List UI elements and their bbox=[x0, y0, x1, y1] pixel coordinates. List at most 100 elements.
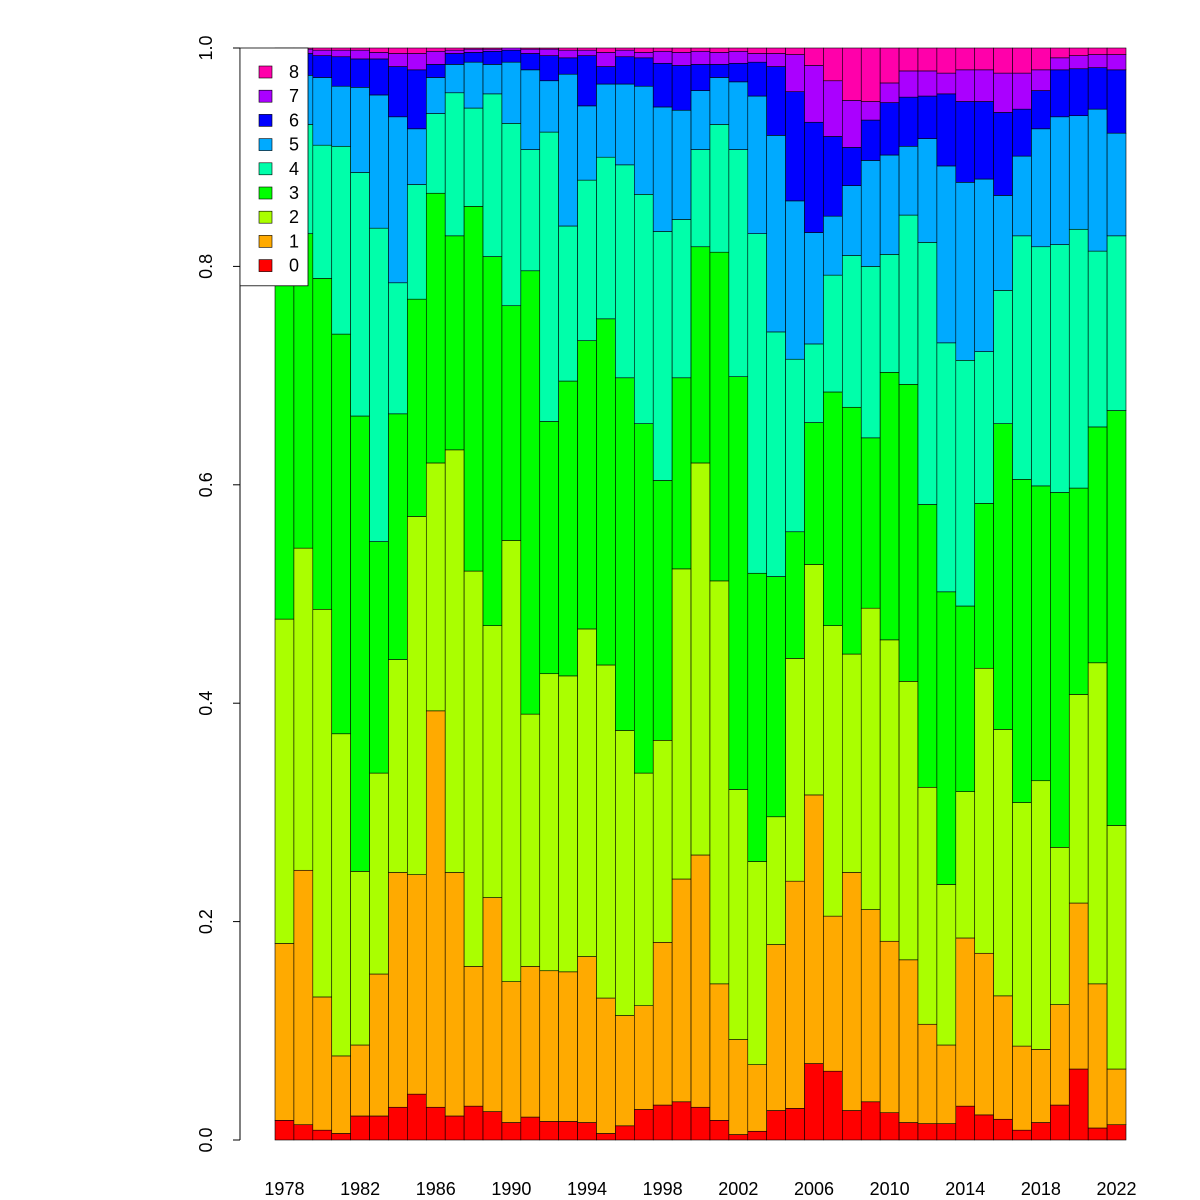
bar-segment bbox=[274, 943, 295, 1121]
bar-segment bbox=[804, 564, 824, 796]
bar-segment bbox=[539, 1121, 559, 1141]
bar-segment bbox=[331, 1133, 351, 1141]
bar-segment bbox=[463, 966, 484, 1107]
x-tick-label: 1998 bbox=[643, 1179, 683, 1199]
bar-segment bbox=[860, 101, 881, 121]
bar-segment bbox=[482, 93, 503, 257]
bar-segment bbox=[577, 105, 597, 181]
bar-segment bbox=[558, 73, 578, 227]
bar-segment bbox=[350, 1115, 370, 1141]
bar-segment bbox=[671, 47, 692, 53]
bar-segment bbox=[823, 80, 843, 137]
bar-segment bbox=[766, 66, 786, 136]
legend-label: 5 bbox=[289, 135, 299, 155]
bar-segment bbox=[936, 47, 957, 74]
bar-segment bbox=[823, 47, 843, 82]
legend-swatch bbox=[258, 89, 273, 103]
bar-segment bbox=[369, 52, 389, 60]
bar-segment bbox=[1012, 108, 1032, 157]
bar-segment bbox=[728, 50, 749, 64]
bar-segment bbox=[652, 50, 673, 64]
bar-segment bbox=[1087, 426, 1108, 664]
bar-segment bbox=[558, 380, 578, 677]
bar-segment bbox=[1050, 1004, 1070, 1106]
bar-segment bbox=[974, 47, 994, 71]
bar-segment bbox=[1068, 1068, 1089, 1141]
bar-segment bbox=[671, 1101, 692, 1141]
bar-segment bbox=[577, 179, 597, 341]
bar-segment bbox=[898, 1122, 919, 1141]
bar-segment bbox=[577, 340, 597, 630]
bar-segment bbox=[936, 72, 957, 95]
bar-segment bbox=[369, 1115, 389, 1141]
bar-segment bbox=[1012, 1045, 1032, 1131]
bar-segment bbox=[482, 256, 503, 626]
bar-segment bbox=[1087, 54, 1108, 68]
bar-segment bbox=[652, 480, 673, 741]
bar-segment bbox=[898, 681, 919, 961]
bar-segment bbox=[634, 194, 654, 424]
bar-segment bbox=[369, 973, 389, 1117]
bar-segment bbox=[709, 52, 730, 65]
bar-segment bbox=[936, 591, 957, 885]
bar-segment bbox=[634, 57, 654, 87]
bar-segment bbox=[596, 997, 616, 1134]
bar-segment bbox=[596, 156, 616, 320]
bar-segment bbox=[388, 1106, 408, 1141]
bar-segment bbox=[898, 214, 919, 385]
bar-segment bbox=[331, 333, 351, 735]
bar-segment bbox=[293, 547, 314, 871]
bar-segment bbox=[1087, 47, 1108, 55]
bar-segment bbox=[1087, 662, 1108, 985]
legend-box bbox=[239, 47, 309, 287]
bar-segment bbox=[312, 144, 333, 279]
x-tick-label: 2022 bbox=[1097, 1179, 1137, 1199]
bar-segment bbox=[1068, 68, 1089, 117]
bar-segment bbox=[350, 87, 370, 173]
bar-segment bbox=[690, 90, 711, 150]
bar-segment bbox=[350, 49, 370, 60]
bar-segment bbox=[652, 106, 673, 232]
legend-swatch bbox=[258, 210, 273, 224]
bar-segment bbox=[1087, 67, 1108, 110]
bar-segment bbox=[709, 47, 730, 53]
bar-segment bbox=[501, 540, 522, 982]
bar-segment bbox=[860, 1101, 881, 1141]
bar-segment bbox=[1050, 492, 1070, 848]
bar-segment bbox=[1106, 132, 1127, 237]
bar-segment bbox=[1068, 902, 1089, 1070]
bar-segment bbox=[842, 406, 862, 655]
bar-segment bbox=[1031, 69, 1051, 91]
bar-segment bbox=[312, 47, 333, 51]
bar-segment bbox=[350, 47, 370, 51]
bar-segment bbox=[842, 1110, 862, 1141]
bar-segment bbox=[879, 1112, 900, 1141]
bar-segment bbox=[785, 358, 805, 533]
bar-segment bbox=[615, 1015, 635, 1127]
bar-segment bbox=[501, 305, 522, 541]
bar-segment bbox=[860, 119, 881, 161]
bar-segment bbox=[936, 93, 957, 167]
bar-segment bbox=[1068, 115, 1089, 230]
bar-segment bbox=[917, 138, 938, 243]
bar-segment bbox=[804, 47, 824, 66]
bar-segment bbox=[501, 981, 522, 1123]
bar-segment bbox=[1050, 57, 1070, 71]
bar-segment bbox=[766, 576, 786, 818]
bar-segment bbox=[747, 53, 767, 63]
bar-segment bbox=[1031, 47, 1051, 71]
bar-segment bbox=[482, 897, 503, 1112]
bar-segment bbox=[955, 101, 976, 183]
bar-segment bbox=[634, 1109, 654, 1141]
bar-segment bbox=[539, 421, 559, 675]
bar-segment bbox=[766, 944, 786, 1111]
bar-segment bbox=[823, 274, 843, 393]
bar-segment bbox=[293, 869, 314, 1126]
bar-segment bbox=[577, 47, 597, 51]
legend-swatch bbox=[258, 65, 273, 79]
bar-segment bbox=[917, 242, 938, 505]
bar-segment bbox=[898, 959, 919, 1123]
bar-segment bbox=[388, 413, 408, 660]
bar-segment bbox=[615, 83, 635, 166]
bar-segment bbox=[331, 49, 351, 58]
